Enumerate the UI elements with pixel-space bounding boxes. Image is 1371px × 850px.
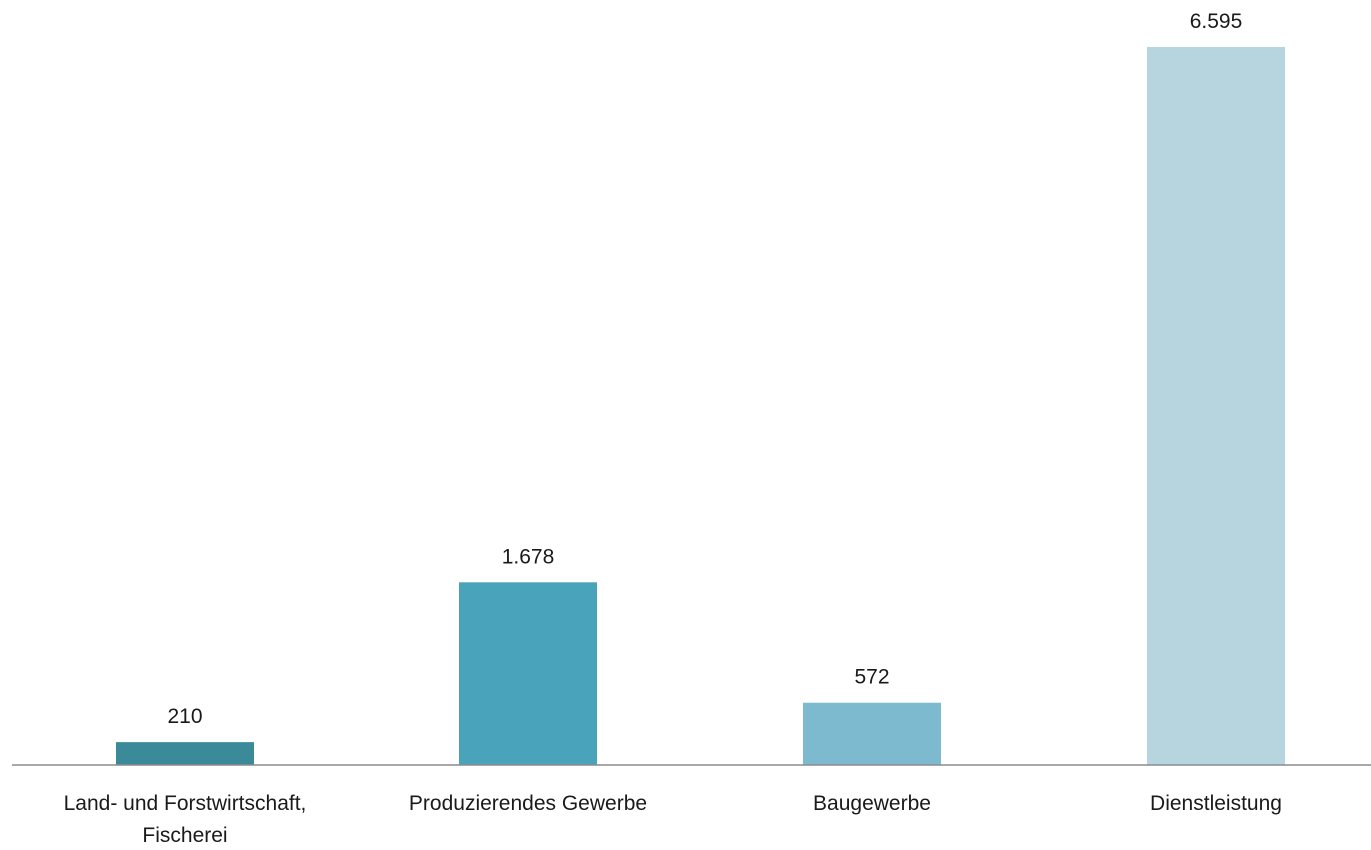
bar-3 [1147,47,1285,765]
value-label-1: 1.678 [502,545,555,568]
value-labels-layer: 210 1.678 572 6.595 [167,10,1242,728]
category-label-3-line-0: Dienstleistung [1150,792,1282,815]
category-label-0-line-1: Fischerei [142,824,227,845]
category-label-1: Produzierendes Gewerbe [409,792,647,815]
category-labels-layer: Land- und Forstwirtschaft, Fischerei Produ… [64,792,1282,847]
bar-0 [116,742,254,765]
category-label-2-line-0: Baugewerbe [813,792,931,815]
value-label-3: 6.595 [1190,10,1243,33]
value-label-2: 572 [854,666,889,689]
category-label-0: Land- und Forstwirtschaft, Fischerei [64,792,307,845]
bar-1 [459,582,597,765]
category-label-0-line-0: Land- und Forstwirtschaft, [64,792,307,815]
bars-layer [116,47,1285,765]
category-label-3: Dienstleistung [1150,792,1282,815]
value-label-0: 210 [167,705,202,728]
category-label-1-line-0: Produzierendes Gewerbe [409,792,647,815]
category-label-2: Baugewerbe [813,792,931,815]
bar-2 [803,702,941,765]
